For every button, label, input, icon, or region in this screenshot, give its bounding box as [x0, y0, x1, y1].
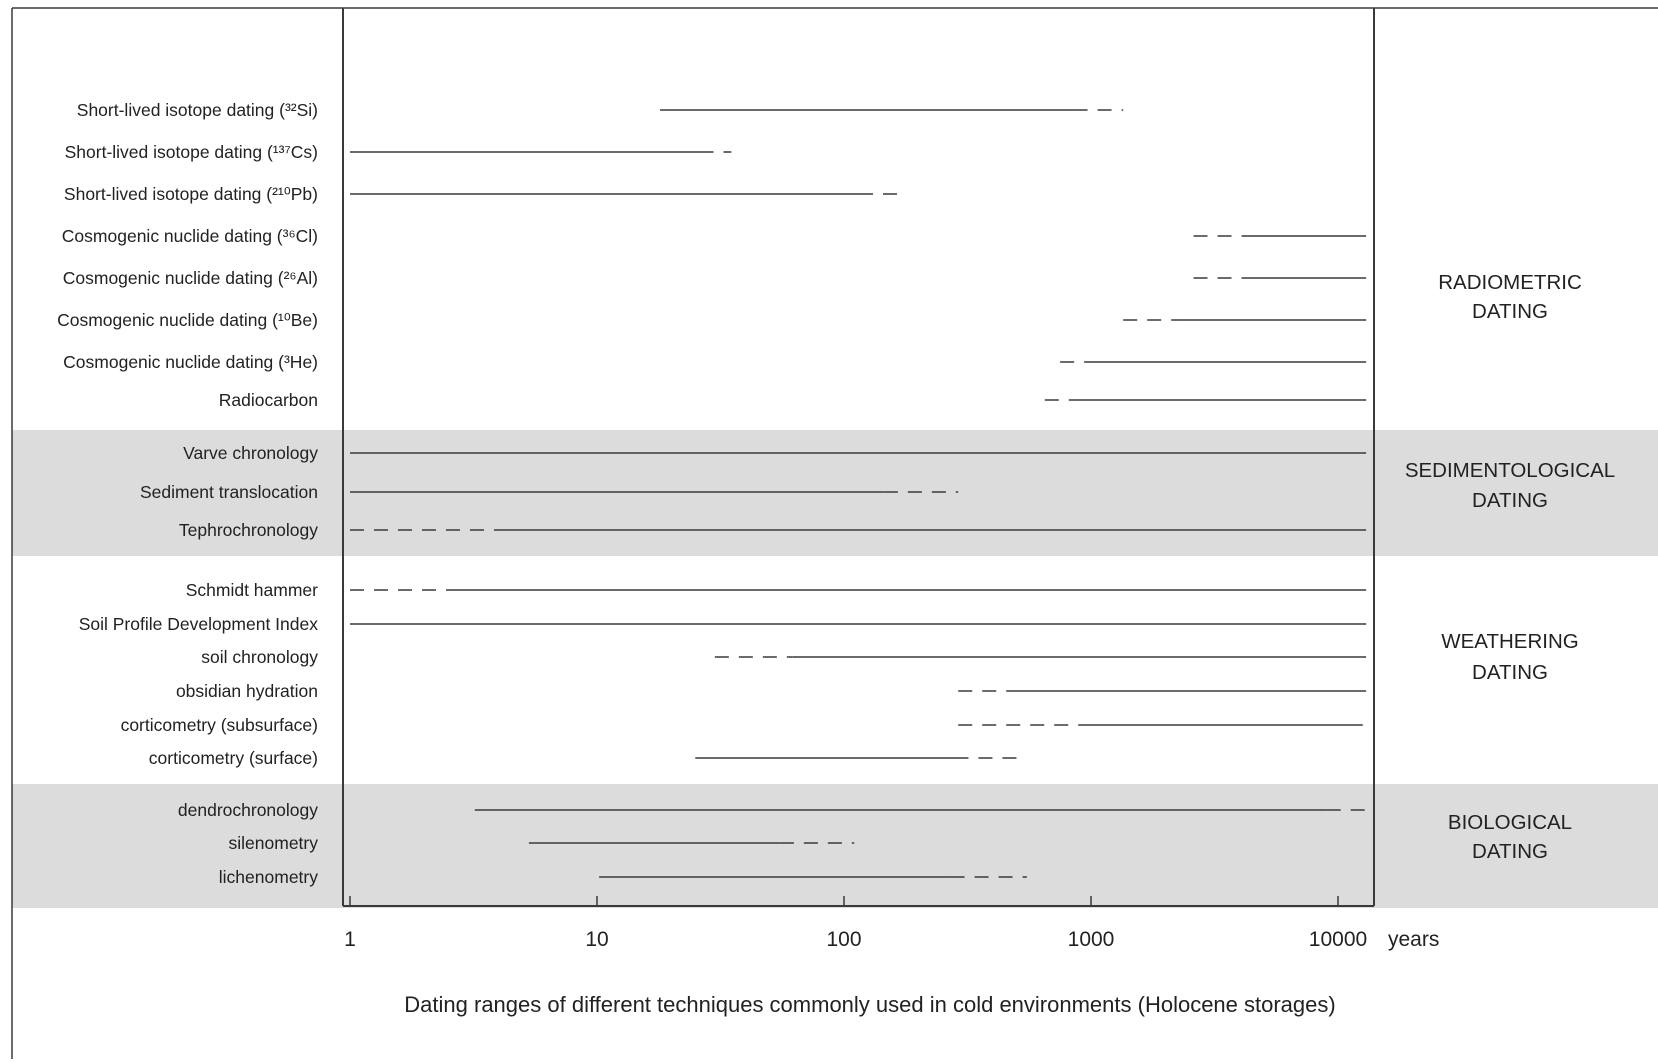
x-tick-label: 1 [344, 928, 356, 951]
chart-caption: Dating ranges of different techniques co… [404, 992, 1335, 1017]
row-label: corticometry (surface) [149, 748, 318, 768]
row-label: Short-lived isotope dating (³²Si) [77, 100, 318, 120]
x-unit-label: years [1388, 928, 1439, 951]
x-tick-label: 10 [585, 928, 608, 951]
row-label: Cosmogenic nuclide dating (³⁶Cl) [62, 226, 318, 246]
group-label: BIOLOGICAL [1448, 811, 1572, 834]
group-label: RADIOMETRIC [1438, 271, 1582, 294]
group-band [12, 784, 1658, 908]
row-label: Cosmogenic nuclide dating (³He) [63, 352, 318, 372]
row-label: Soil Profile Development Index [79, 614, 319, 634]
row-label: dendrochronology [178, 800, 318, 820]
x-tick-label: 1000 [1068, 928, 1115, 951]
group-label: DATING [1472, 489, 1548, 512]
row-label: corticometry (subsurface) [121, 715, 318, 735]
x-tick-label: 100 [826, 928, 861, 951]
row-label: Radiocarbon [219, 390, 318, 410]
x-tick-label: 10000 [1309, 928, 1367, 951]
row-label: silenometry [229, 833, 319, 853]
row-label: Cosmogenic nuclide dating (¹⁰Be) [57, 310, 318, 330]
group-label: WEATHERING [1441, 630, 1578, 653]
group-label: DATING [1472, 840, 1548, 863]
row-label: lichenometry [219, 867, 318, 887]
group-band [12, 430, 1658, 556]
row-label: Cosmogenic nuclide dating (²⁶Al) [63, 268, 318, 288]
row-label: Short-lived isotope dating (²¹⁰Pb) [64, 184, 318, 204]
group-label: SEDIMENTOLOGICAL [1405, 459, 1615, 482]
row-label: Short-lived isotope dating (¹³⁷Cs) [65, 142, 318, 162]
row-label: Varve chronology [183, 443, 318, 463]
row-label: obsidian hydration [176, 681, 318, 701]
row-label: Tephrochronology [179, 520, 318, 540]
row-label: Schmidt hammer [186, 580, 318, 600]
row-label: soil chronology [201, 647, 318, 667]
group-label: DATING [1472, 300, 1548, 323]
group-label: DATING [1472, 661, 1548, 684]
row-label: Sediment translocation [140, 482, 318, 502]
